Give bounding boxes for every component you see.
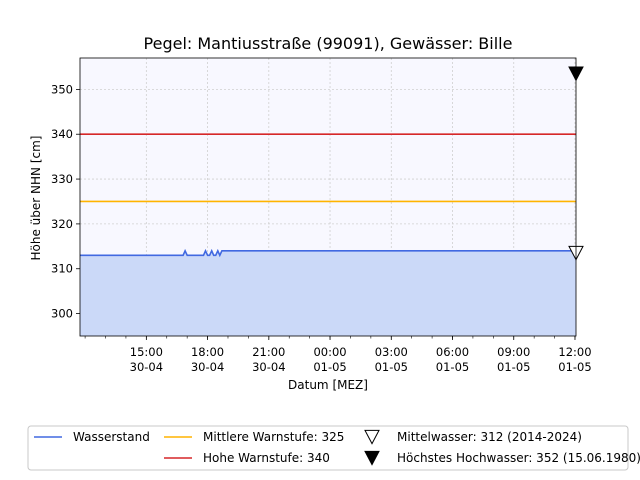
legend-item-medium-warning: Mittlere Warnstufe: 325 — [164, 430, 344, 444]
x-tick-date: 30-04 — [252, 360, 285, 374]
legend-label: Mittelwasser: 312 (2014-2024) — [397, 430, 582, 444]
x-axis-label: Datum [MEZ] — [288, 378, 368, 392]
legend-swatch — [364, 450, 380, 466]
x-tick-time: 21:00 — [252, 345, 285, 359]
legend-label: Mittlere Warnstufe: 325 — [203, 430, 344, 444]
legend-item-water-level: Wasserstand — [34, 430, 150, 444]
y-axis-label: Höhe über NHN [cm] — [29, 136, 43, 261]
legend-label: Wasserstand — [73, 430, 150, 444]
x-tick-time: 18:00 — [191, 345, 224, 359]
legend-swatch — [364, 429, 380, 445]
chart-title: Pegel: Mantiusstraße (99091), Gewässer: … — [144, 34, 513, 53]
legend-item-mean-water: Mittelwasser: 312 (2014-2024) — [364, 429, 582, 445]
legend: Wasserstand Mittlere Warnstufe: 325 Hohe W… — [27, 425, 640, 471]
plot-area: 30031032033034035015:0030-0418:0030-0421… — [51, 57, 592, 374]
x-tick-time: 15:00 — [130, 345, 163, 359]
x-tick-date: 30-04 — [191, 360, 224, 374]
x-tick-time: 09:00 — [497, 345, 530, 359]
legend-item-high-warning: Hohe Warnstufe: 340 — [164, 451, 330, 465]
water-level-line — [80, 248, 576, 258]
y-tick-label: 320 — [51, 217, 73, 231]
y-tick-label: 300 — [51, 307, 73, 321]
x-tick-time: 03:00 — [375, 345, 408, 359]
x-tick-time: 00:00 — [313, 345, 346, 359]
x-tick-date: 30-04 — [130, 360, 163, 374]
legend-label: Höchstes Hochwasser: 352 (15.06.1980) — [397, 451, 640, 465]
x-tick-date: 01-05 — [436, 360, 469, 374]
y-tick-label: 350 — [51, 82, 73, 96]
y-tick-label: 310 — [51, 262, 73, 276]
plot-frame — [79, 57, 577, 337]
y-tick-label: 340 — [51, 127, 73, 141]
x-tick-time: 12:00 — [558, 345, 591, 359]
x-tick-date: 01-05 — [375, 360, 408, 374]
x-tick-date: 01-05 — [558, 360, 591, 374]
x-tick-time: 06:00 — [436, 345, 469, 359]
legend-label: Hohe Warnstufe: 340 — [203, 451, 330, 465]
y-tick-label: 330 — [51, 172, 73, 186]
x-tick-date: 01-05 — [313, 360, 346, 374]
water-level-area — [80, 250, 576, 336]
legend-item-highest-flood: Höchstes Hochwasser: 352 (15.06.1980) — [364, 450, 640, 466]
x-tick-date: 01-05 — [497, 360, 530, 374]
